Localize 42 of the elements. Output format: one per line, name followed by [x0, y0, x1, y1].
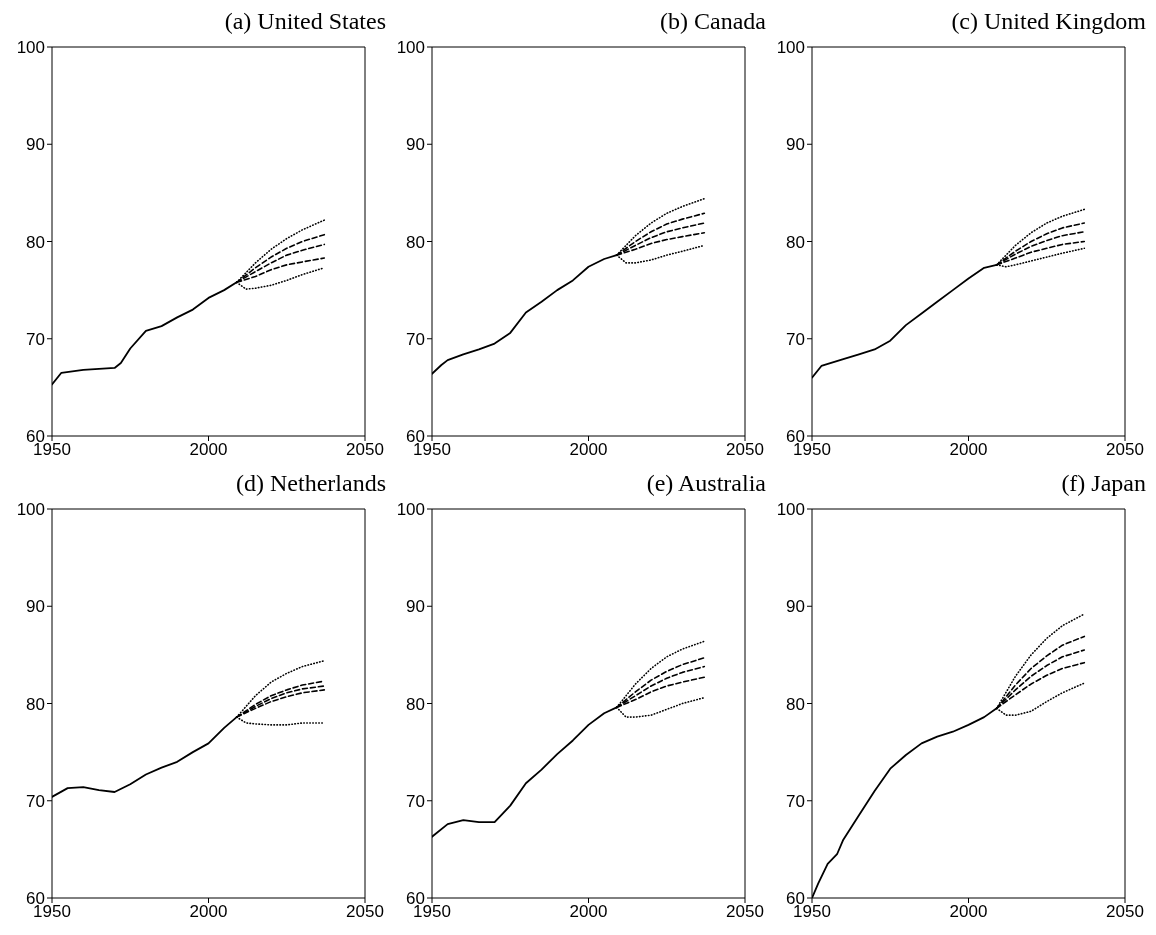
y-tick-label: 90 [786, 135, 805, 155]
y-tick-label: 70 [406, 329, 425, 349]
y-tick-label: 100 [396, 38, 425, 58]
y-tick-label: 90 [26, 597, 45, 617]
y-tick-label: 80 [26, 232, 45, 252]
y-tick-label: 70 [26, 791, 45, 811]
y-tick-label: 90 [406, 135, 425, 155]
y-tick-label: 80 [406, 232, 425, 252]
y-tick-label: 100 [396, 500, 425, 520]
chart-title: (f) Japan [1060, 470, 1147, 498]
chart-title: (e) Australia [645, 470, 767, 498]
y-tick-label: 90 [786, 597, 805, 617]
chart-title: (c) United Kingdom [950, 8, 1147, 36]
y-tick-label: 100 [776, 38, 805, 58]
x-tick-label: 2050 [1106, 440, 1144, 460]
x-tick-label: 2000 [189, 440, 228, 460]
y-tick-label: 100 [16, 38, 45, 58]
y-tick-label: 90 [406, 597, 425, 617]
y-tick-label: 70 [786, 329, 805, 349]
x-tick-label: 2050 [726, 440, 764, 460]
y-tick-label: 70 [786, 791, 805, 811]
y-tick-label: 80 [786, 232, 805, 252]
y-tick-label: 90 [26, 135, 45, 155]
y-tick-label: 100 [16, 500, 45, 520]
x-tick-label: 2050 [1106, 902, 1144, 922]
x-tick-label: 2050 [346, 902, 384, 922]
x-tick-label: 2000 [569, 440, 608, 460]
y-tick-label: 70 [406, 791, 425, 811]
x-tick-label: 2000 [949, 440, 988, 460]
x-tick-label: 2050 [346, 440, 384, 460]
y-tick-label: 80 [786, 694, 805, 714]
x-tick-label: 2000 [949, 902, 988, 922]
chart-title: (b) Canada [659, 8, 767, 36]
x-tick-label: 2050 [726, 902, 764, 922]
y-tick-label: 80 [26, 694, 45, 714]
y-tick-label: 100 [776, 500, 805, 520]
chart-title: (d) Netherlands [235, 470, 387, 498]
x-tick-label: 2000 [569, 902, 608, 922]
y-tick-label: 70 [26, 329, 45, 349]
y-tick-label: 80 [406, 694, 425, 714]
chart-title: (a) United States [223, 8, 387, 36]
x-tick-label: 2000 [189, 902, 228, 922]
